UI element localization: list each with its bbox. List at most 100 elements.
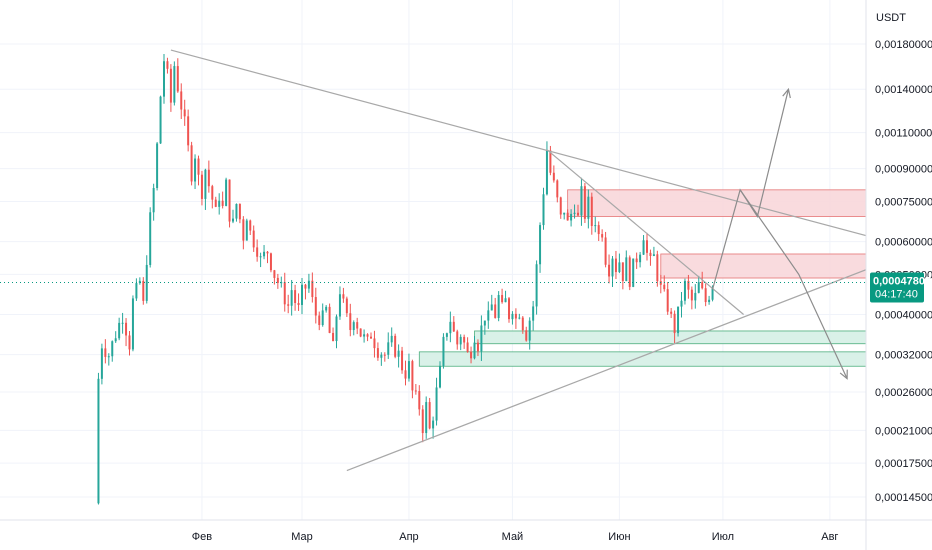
candle-body (269, 253, 272, 271)
candle-body (497, 295, 500, 318)
candle-body (463, 336, 466, 343)
currency-label: USDT (876, 12, 906, 24)
candle-body (104, 348, 107, 357)
candle-body (180, 91, 183, 110)
candle-body (214, 199, 217, 207)
candle-body (683, 280, 686, 301)
candle-body (373, 338, 376, 349)
candle-body (656, 254, 659, 282)
arrow-head (782, 87, 791, 99)
candle-body (290, 290, 293, 306)
candle-body (352, 322, 355, 331)
price-tick-label: 0,00180000 (875, 39, 932, 51)
candle-body (366, 334, 369, 337)
candle-body (697, 282, 700, 293)
candle-body (304, 284, 307, 289)
candle-body (297, 303, 300, 305)
candle-body (501, 295, 504, 303)
candle-body (232, 218, 234, 222)
candle-body (194, 158, 197, 182)
candle-body (225, 179, 228, 206)
candle-body (411, 361, 414, 391)
candle-body (452, 321, 455, 332)
candle-body (659, 281, 662, 285)
candle-body (614, 258, 617, 273)
time-tick-label: Май (502, 531, 524, 543)
candle-body (335, 316, 338, 342)
candle-body (570, 213, 573, 221)
candle-body (445, 333, 448, 337)
candles (97, 54, 714, 505)
candle-body (390, 335, 393, 343)
candle-body (528, 320, 531, 341)
candle-body (332, 332, 335, 342)
candle-body (349, 313, 352, 331)
candle-body (449, 321, 452, 334)
candle-body (249, 220, 252, 231)
price-labels: 0,00180000 0,00140000 0,00110000 0,00090000… (875, 39, 932, 504)
candle-body (228, 179, 231, 222)
candle-body (470, 351, 473, 359)
candle-body (428, 402, 431, 429)
candle-body (649, 252, 652, 256)
candle-body (439, 365, 441, 388)
candle-body (646, 240, 648, 253)
candle-body (111, 341, 114, 357)
candle-body (652, 254, 655, 256)
candle-body (200, 174, 203, 199)
candle-body (314, 297, 317, 316)
candle-body (401, 350, 404, 371)
candle-body (456, 331, 459, 345)
badge-background (870, 272, 924, 303)
candle-body (328, 306, 331, 333)
candle-body (608, 264, 611, 277)
candle-body (483, 320, 486, 326)
candle-body (604, 237, 607, 265)
candle-body (476, 342, 479, 352)
candle-body (235, 203, 238, 219)
candle-body (670, 311, 673, 314)
candle-body (176, 66, 179, 92)
candle-body (556, 180, 559, 198)
time-tick-label: Мар (291, 531, 313, 543)
candle-body (404, 370, 407, 379)
candle-body (597, 225, 600, 235)
price-tick-label: 0,00090000 (875, 164, 932, 176)
candle-body (356, 322, 359, 329)
candle-body (263, 251, 266, 257)
candle-body (142, 280, 145, 301)
candle-body (163, 61, 165, 97)
price-tick-label: 0,00060000 (875, 237, 932, 249)
candle-body (407, 361, 410, 379)
candle-body (190, 145, 193, 182)
candle-body (242, 219, 245, 241)
candle-body (294, 290, 297, 304)
candle-body (97, 378, 100, 504)
candle-body (370, 336, 372, 339)
price-tick-label: 0,00032000 (875, 350, 932, 362)
candle-body (518, 317, 521, 319)
candle-body (394, 335, 397, 357)
candle-body (566, 212, 569, 221)
candle-body (487, 310, 490, 321)
candle-body (345, 298, 348, 314)
price-tick-label: 0,00021000 (875, 425, 932, 437)
trendlines (170, 49, 924, 472)
candle-body (521, 317, 524, 331)
price-tick-label: 0,00014500 (875, 492, 932, 504)
candle-body (173, 66, 176, 103)
candle-body (563, 212, 566, 215)
candle-body (301, 284, 303, 305)
zones (418, 189, 867, 367)
candle-body (587, 196, 590, 219)
candle-body (342, 294, 345, 299)
candle-body (514, 313, 517, 319)
candle-body (135, 283, 138, 299)
candle-body (466, 342, 469, 352)
candle-body (166, 61, 169, 69)
trendline (346, 247, 924, 472)
candle-body (680, 300, 683, 307)
arrow-path (739, 189, 848, 379)
candle-body (380, 354, 383, 358)
